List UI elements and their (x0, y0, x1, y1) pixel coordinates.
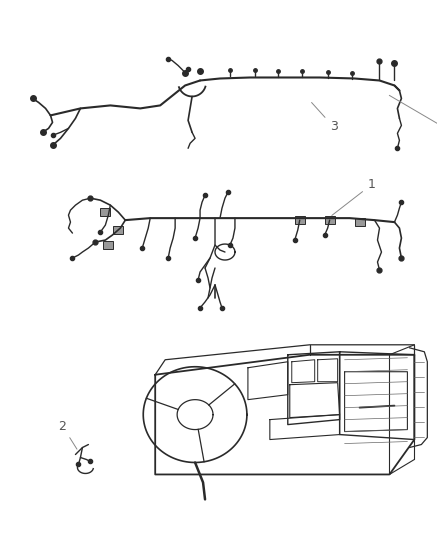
Bar (325, 216, 335, 224)
Text: 1: 1 (332, 178, 375, 215)
Bar (295, 216, 305, 224)
Text: 2: 2 (59, 419, 77, 449)
Bar (355, 218, 364, 226)
Text: 3: 3 (311, 102, 338, 133)
Bar (100, 208, 110, 216)
Bar (103, 241, 113, 249)
Bar (113, 226, 124, 234)
